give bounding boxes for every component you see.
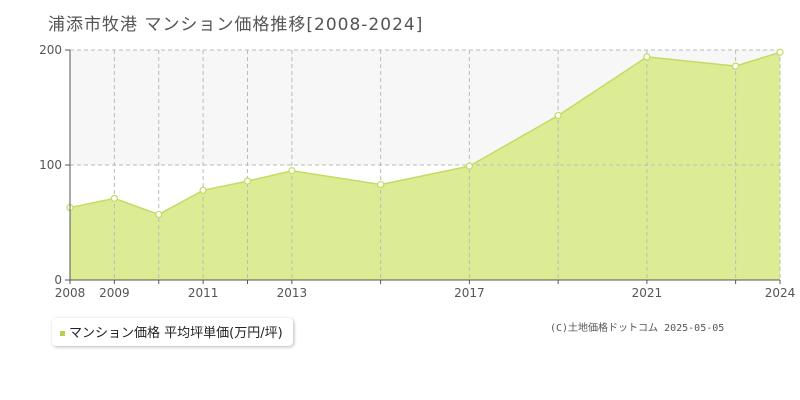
data-point	[377, 180, 385, 189]
data-point	[288, 167, 296, 175]
x-tick-label: 2013	[277, 286, 308, 300]
data-point	[465, 162, 473, 170]
chart-title: 浦添市牧港 マンション価格推移[2008-2024]	[48, 15, 424, 35]
y-tick-label: 200	[39, 43, 62, 57]
y-tick-label: 0	[54, 273, 62, 287]
data-point	[110, 194, 118, 202]
legend-marker-icon	[60, 331, 65, 336]
data-point	[155, 210, 163, 219]
data-point	[776, 48, 784, 56]
x-tick-label: 2017	[454, 286, 485, 300]
data-point	[732, 62, 740, 70]
x-tick-label: 2011	[188, 286, 219, 300]
data-point	[199, 186, 207, 194]
x-tick-label: 2024	[765, 286, 796, 300]
series-area	[70, 52, 780, 280]
x-tick-label: 2021	[632, 286, 663, 300]
series-line	[69, 51, 781, 216]
data-point	[643, 53, 651, 61]
x-tick-label: 2008	[55, 286, 86, 300]
legend-label: マンション価格 平均坪単価(万円/坪)	[69, 326, 283, 341]
data-point	[243, 177, 252, 185]
x-tick-label: 2009	[99, 286, 130, 300]
legend: マンション価格 平均坪単価(万円/坪)	[52, 318, 293, 346]
y-tick-label: 100	[39, 158, 62, 172]
copyright-text: (C)土地価格ドットコム 2025-05-05	[550, 323, 725, 334]
data-point	[554, 111, 562, 120]
